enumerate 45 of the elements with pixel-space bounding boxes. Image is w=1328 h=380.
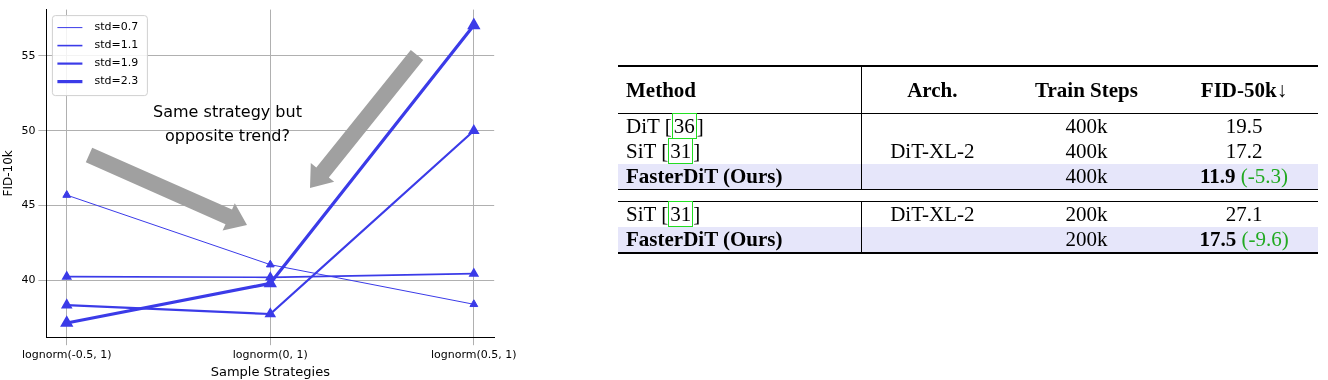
category-label: Train Steps	[1034, 76, 1139, 104]
point	[265, 272, 275, 281]
point	[62, 190, 72, 198]
text: FasterDiT (Ours)	[626, 227, 783, 251]
point	[469, 299, 479, 308]
text: 17.2	[1225, 139, 1263, 163]
legend-label: std=1.9	[94, 56, 139, 70]
x-axis-title: Sample Strategies	[210, 363, 331, 379]
text: 17.5 (-9.6)	[1199, 227, 1289, 251]
point	[469, 268, 479, 277]
text: DiT [36]	[626, 114, 704, 138]
text: 200k	[1065, 227, 1108, 251]
text: FasterDiT (Ours)	[626, 164, 783, 188]
point	[265, 259, 275, 268]
point	[468, 125, 479, 135]
text: SiT [31]	[626, 202, 701, 226]
category-label: Arch.	[906, 76, 959, 104]
y-tick-label: 40	[21, 273, 36, 287]
text: DiT-XL-2	[890, 202, 975, 226]
legend-label: std=0.7	[94, 20, 139, 34]
point	[62, 271, 72, 280]
text: 400k	[1065, 114, 1108, 138]
text: 200k	[1065, 202, 1108, 226]
legend-label: std=2.3	[94, 74, 139, 88]
category-label: Method	[618, 66, 862, 114]
x-tick-label: lognorm(0.5, 1)	[431, 347, 517, 361]
point	[61, 299, 72, 309]
annotation: Same strategy but opposite trend?	[152, 101, 303, 147]
point	[265, 308, 276, 318]
text: SiT [31]	[626, 139, 701, 163]
text: 27.1	[1225, 202, 1263, 226]
x-tick-label: lognorm(0, 1)	[232, 347, 308, 361]
text: 11.9 (-5.3)	[1199, 164, 1289, 188]
y-tick-label: 55	[21, 48, 36, 62]
legend-label: std=1.1	[94, 38, 139, 52]
text: DiT-XL-2	[890, 139, 975, 163]
y-axis-title: FID-10k	[1, 150, 16, 197]
point	[61, 316, 73, 327]
text: 19.5	[1225, 114, 1263, 138]
text: 400k	[1065, 139, 1108, 163]
y-tick-label: 50	[21, 123, 36, 137]
text: 400k	[1065, 164, 1108, 188]
y-tick-label: 45	[21, 198, 36, 212]
category-label: FID-50k↓	[1199, 76, 1289, 104]
x-tick-label: lognorm(-0.5, 1)	[21, 347, 112, 361]
